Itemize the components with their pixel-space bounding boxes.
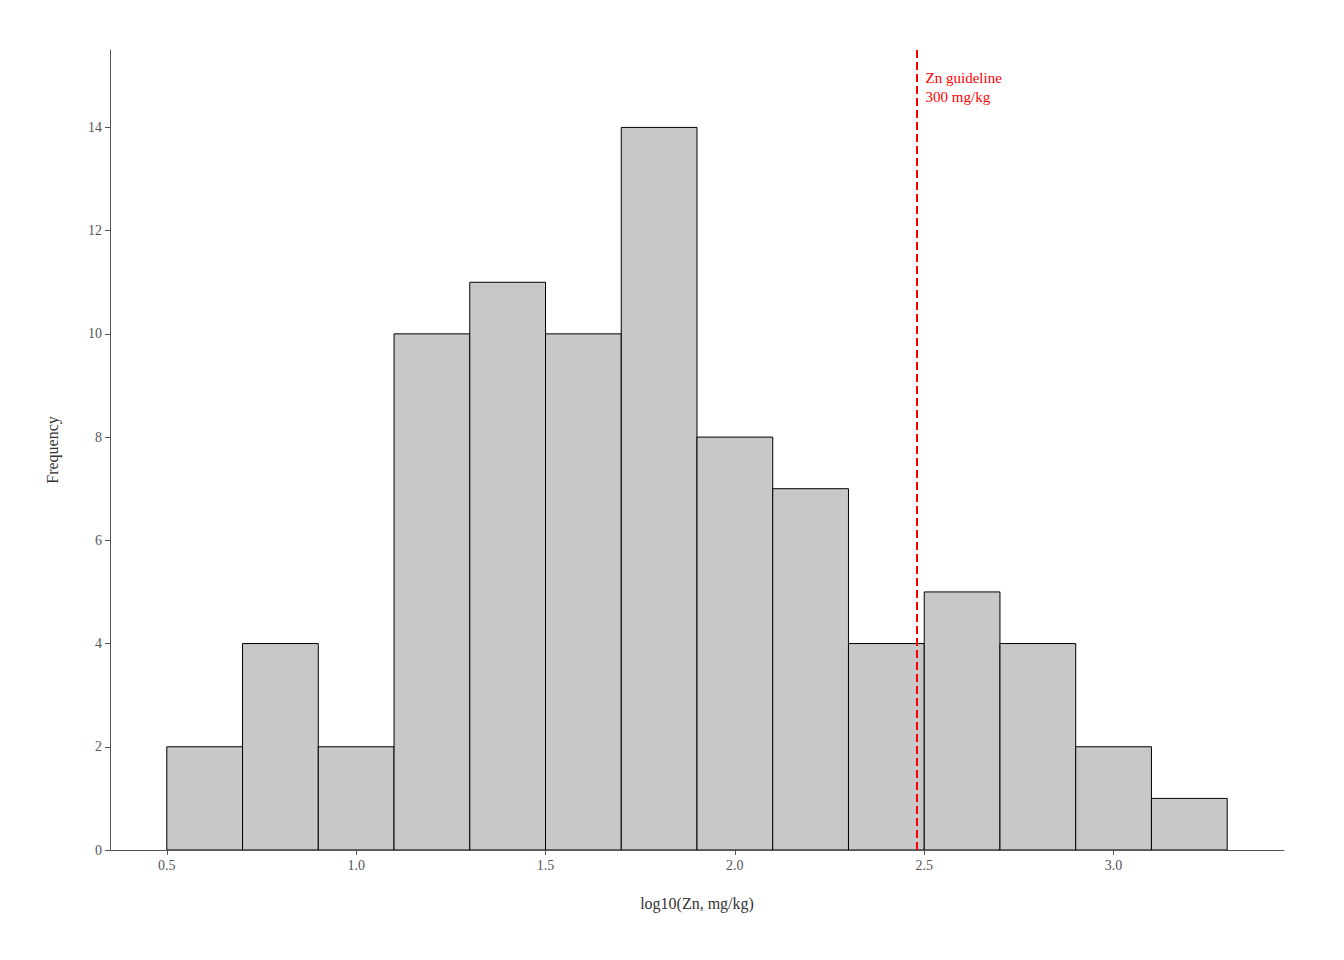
svg-text:14: 14: [88, 120, 102, 135]
svg-text:3.0: 3.0: [1105, 858, 1123, 873]
svg-text:1.5: 1.5: [537, 858, 555, 873]
svg-text:10: 10: [88, 326, 102, 341]
svg-text:12: 12: [88, 223, 102, 238]
svg-text:6: 6: [95, 533, 102, 548]
svg-text:2: 2: [95, 739, 102, 754]
svg-text:Frequency: Frequency: [44, 416, 62, 484]
svg-text:300 mg/kg: 300 mg/kg: [926, 89, 991, 105]
svg-text:0.5: 0.5: [158, 858, 176, 873]
svg-text:0: 0: [95, 843, 102, 858]
svg-text:2.5: 2.5: [915, 858, 933, 873]
svg-text:Zn guideline: Zn guideline: [926, 70, 1003, 86]
svg-text:1.0: 1.0: [347, 858, 365, 873]
svg-text:4: 4: [95, 636, 102, 651]
svg-text:log10(Zn, mg/kg): log10(Zn, mg/kg): [640, 895, 754, 913]
svg-text:8: 8: [95, 430, 102, 445]
svg-text:2.0: 2.0: [726, 858, 744, 873]
